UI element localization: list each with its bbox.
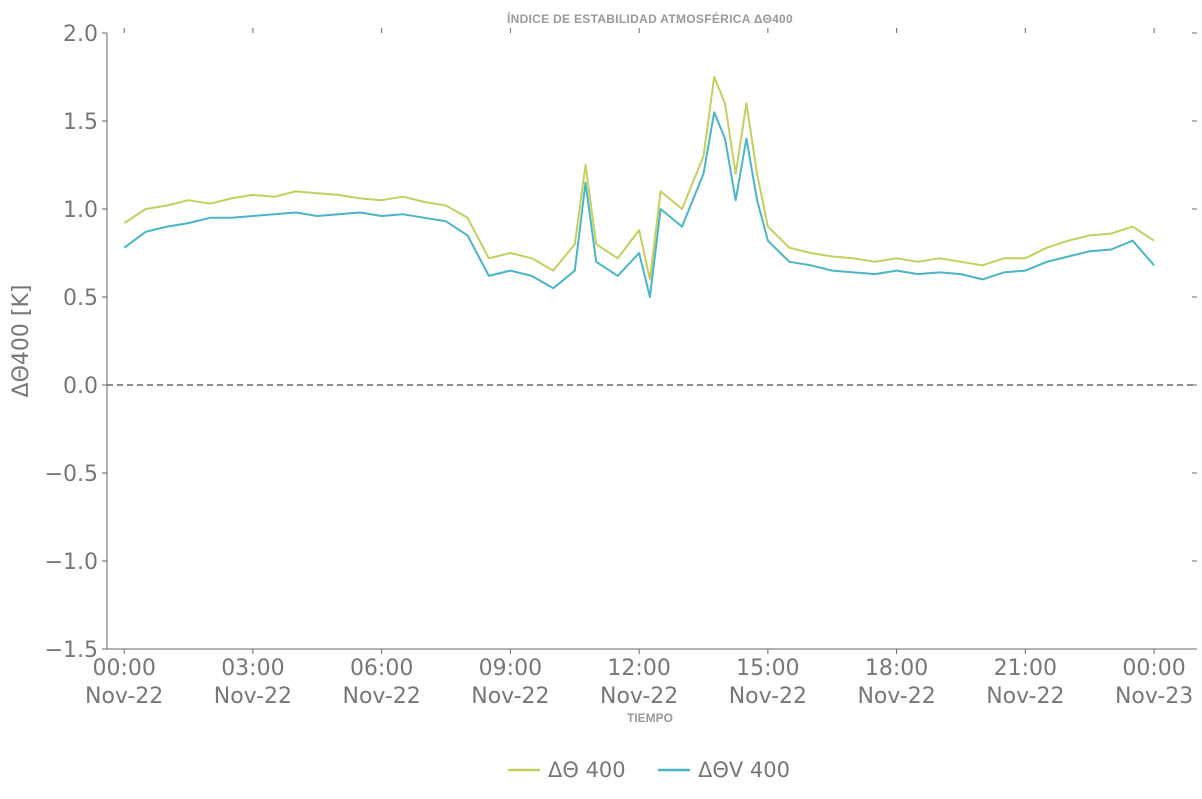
y-tick-label: 1.0 [63,198,98,223]
y-tick-label: 0.5 [63,286,98,311]
x-tick-label-date: Nov-22 [214,684,292,709]
y-axis-label: ΔΘ400 [K] [9,285,34,398]
x-tick-label-time: 00:00 [1122,656,1185,681]
series-line-2 [123,111,1155,298]
y-tick-label: −0.5 [45,462,98,487]
x-axis-label: TIEMPO [627,711,673,725]
series-line-1 [123,76,1155,281]
legend-label-2: ΔΘV 400 [698,758,790,782]
x-tick-label-time: 09:00 [479,656,542,681]
x-tick-label-date: Nov-22 [729,684,807,709]
x-tick-label-time: 18:00 [865,656,928,681]
y-ticks: 2.0 1.5 1.0 0.5 0.0 −0.5 −1.0 −1.5 [45,22,1197,663]
chart-title: ÍNDICE DE ESTABILIDAD ATMOSFÉRICA ΔΘ400 [507,11,793,26]
legend-label-1: ΔΘ 400 [548,758,626,782]
y-tick-label: 2.0 [63,22,98,47]
y-tick-label: −1.5 [45,638,98,663]
x-tick-label-date: Nov-22 [600,684,678,709]
x-tick-label-date: Nov-22 [343,684,421,709]
x-tick-label-time: 00:00 [92,656,155,681]
y-tick-label: 0.0 [63,374,98,399]
x-tick-label-time: 21:00 [994,656,1057,681]
x-tick-label-time: 06:00 [350,656,413,681]
x-tick-label-time: 03:00 [221,656,284,681]
y-tick-label: −1.0 [45,550,98,575]
x-ticks: 00:00 Nov-22 03:00 Nov-22 06:00 Nov-22 09:00 No… [85,28,1193,709]
x-tick-label-date: Nov-22 [986,684,1064,709]
axes [106,33,1197,650]
x-tick-label-time: 15:00 [736,656,799,681]
x-tick-label-date: Nov-22 [471,684,549,709]
x-tick-label-date: Nov-22 [857,684,935,709]
y-tick-label: 1.5 [63,110,98,135]
x-tick-label-time: 12:00 [607,656,670,681]
x-tick-label-date: Nov-23 [1115,684,1193,709]
legend: ΔΘ 400 ΔΘV 400 [508,758,790,782]
series-lines [123,76,1155,298]
x-tick-label-date: Nov-22 [85,684,163,709]
